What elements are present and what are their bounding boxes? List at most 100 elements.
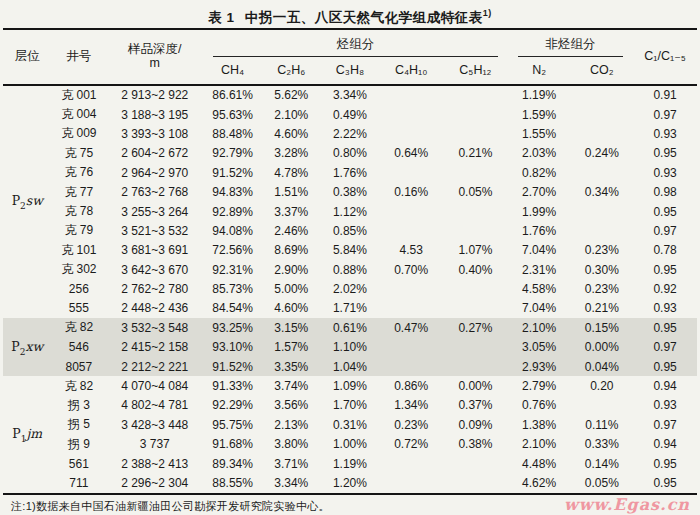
value-cell: 0.94 — [633, 435, 697, 454]
sample-depth-cell: 4 802~4 781 — [106, 396, 203, 415]
value-cell: 2.79% — [508, 376, 571, 395]
value-cell: 72.56% — [203, 241, 262, 260]
well-number-cell: 711 — [52, 473, 107, 493]
value-cell — [443, 357, 508, 376]
col-header-co2: CO₂ — [570, 58, 633, 85]
value-cell: 0.05% — [443, 182, 508, 201]
table-header: 层位 井号 样品深度/m 烃组分 非烃组分 C₁/C₁₋₅ CH₄ C₂H₆ C… — [3, 29, 697, 85]
value-cell: 2.13% — [262, 415, 321, 434]
value-cell: 4.60% — [262, 299, 321, 318]
value-cell: 0.34% — [570, 182, 633, 201]
value-cell: 0.23% — [570, 241, 633, 260]
value-cell: 92.89% — [203, 202, 262, 221]
value-cell: 84.54% — [203, 299, 262, 318]
value-cell: 4.62% — [508, 473, 571, 493]
table-row: 克 762 964~2 97091.52%4.78%1.76%0.82%0.93 — [3, 163, 697, 182]
value-cell — [570, 202, 633, 221]
well-number-cell: 克 004 — [52, 105, 107, 124]
table-row: 克 1013 681~3 69172.56%8.69%5.84%4.531.07… — [3, 241, 697, 260]
sample-depth-cell: 2 388~2 413 — [106, 454, 203, 473]
table-row: 拐 93 73791.68%3.80%1.00%0.72%0.38%2.10%0… — [3, 435, 697, 454]
value-cell — [379, 299, 443, 318]
value-cell: 7.04% — [508, 299, 571, 318]
sample-depth-cell: 2 964~2 970 — [106, 163, 203, 182]
col-header-well: 井号 — [52, 29, 107, 85]
value-cell — [379, 473, 443, 493]
value-cell: 0.97 — [633, 221, 697, 240]
value-cell: 93.10% — [203, 338, 262, 357]
value-cell: 0.14% — [570, 454, 633, 473]
value-cell: 3.74% — [262, 376, 321, 395]
value-cell: 1.59% — [508, 105, 571, 124]
value-cell — [379, 357, 443, 376]
value-cell: 0.95 — [633, 202, 697, 221]
well-number-cell: 拐 5 — [52, 415, 107, 434]
value-cell: 2.03% — [508, 144, 571, 163]
col-header-depth-line2: m — [150, 56, 160, 70]
value-cell: 2.02% — [321, 279, 380, 298]
stratum-base: P — [11, 339, 19, 354]
value-cell — [379, 124, 443, 143]
stratum-label: P2sw — [3, 85, 52, 319]
scanned-paper-page: 表 1中拐一五、八区天然气化学组成特征表1) 层位 井号 样品深度/m 烃组分 … — [0, 0, 700, 515]
table-row: 拐 34 802~4 78192.29%3.56%1.70%1.34%0.37%… — [3, 396, 697, 415]
value-cell — [379, 105, 443, 124]
value-cell: 0.80% — [321, 144, 380, 163]
value-cell: 1.76% — [321, 163, 380, 182]
value-cell — [570, 221, 633, 240]
well-number-cell: 克 79 — [52, 221, 107, 240]
value-cell: 1.12% — [321, 202, 380, 221]
value-cell: 4.78% — [262, 163, 321, 182]
value-cell: 0.23% — [379, 415, 443, 434]
value-cell: 1.76% — [508, 221, 571, 240]
table-row: 克 3023 642~3 67092.31%2.90%0.88%0.70%0.4… — [3, 260, 697, 279]
value-cell: 3.80% — [262, 435, 321, 454]
value-cell: 0.64% — [379, 144, 443, 163]
value-cell: 8.69% — [262, 241, 321, 260]
value-cell — [443, 454, 508, 473]
value-cell: 0.98 — [633, 182, 697, 201]
value-cell: 5.84% — [321, 241, 380, 260]
well-number-cell: 克 82 — [52, 318, 107, 337]
well-number-cell: 256 — [52, 279, 107, 298]
watermark: www.Egas.cn — [564, 495, 690, 514]
value-cell: 0.86% — [379, 376, 443, 395]
table-row: 克 0043 188~3 19595.63%2.10%0.49%1.59%0.9… — [3, 105, 697, 124]
value-cell: 3.37% — [262, 202, 321, 221]
value-cell: 1.38% — [508, 415, 571, 434]
value-cell: 0.30% — [570, 260, 633, 279]
value-cell: 0.04% — [570, 357, 633, 376]
sample-depth-cell: 3 681~3 691 — [106, 241, 203, 260]
table-body: P2sw克 0012 913~2 92286.61%5.62%3.34%1.19… — [3, 85, 697, 494]
table-title: 表 1中拐一五、八区天然气化学组成特征表1) — [3, 4, 697, 27]
sample-depth-cell: 2 604~2 672 — [106, 144, 203, 163]
table-row: 80572 212~2 22191.52%3.35%1.04%2.93%0.04… — [3, 357, 697, 376]
value-cell: 4.58% — [508, 279, 571, 298]
gas-composition-table: 层位 井号 样品深度/m 烃组分 非烃组分 C₁/C₁₋₅ CH₄ C₂H₆ C… — [3, 28, 697, 495]
value-cell: 0.23% — [570, 279, 633, 298]
value-cell: 7.04% — [508, 241, 571, 260]
value-cell: 0.93 — [633, 163, 697, 182]
value-cell: 0.11% — [570, 415, 633, 434]
value-cell: 92.29% — [203, 396, 262, 415]
value-cell: 94.08% — [203, 221, 262, 240]
well-number-cell: 8057 — [52, 357, 107, 376]
value-cell: 1.09% — [321, 376, 380, 395]
well-number-cell: 克 302 — [52, 260, 107, 279]
table-row: 7112 296~2 30488.55%3.34%1.20%4.62%0.05%… — [3, 473, 697, 493]
value-cell: 95.75% — [203, 415, 262, 434]
value-cell: 0.49% — [321, 105, 380, 124]
value-cell — [379, 163, 443, 182]
table-row: 5552 448~2 43684.54%4.60%1.71%7.04%0.21%… — [3, 299, 697, 318]
sample-depth-cell: 2 296~2 304 — [106, 473, 203, 493]
well-number-cell: 546 — [52, 338, 107, 357]
col-header-stratum: 层位 — [3, 29, 52, 85]
value-cell: 0.95 — [633, 357, 697, 376]
value-cell: 0.93 — [633, 299, 697, 318]
value-cell: 0.00% — [443, 376, 508, 395]
value-cell — [379, 221, 443, 240]
table-row: 克 783 255~3 26492.89%3.37%1.12%1.99%0.95 — [3, 202, 697, 221]
value-cell — [443, 279, 508, 298]
value-cell: 0.92 — [633, 279, 697, 298]
value-cell: 94.83% — [203, 182, 262, 201]
